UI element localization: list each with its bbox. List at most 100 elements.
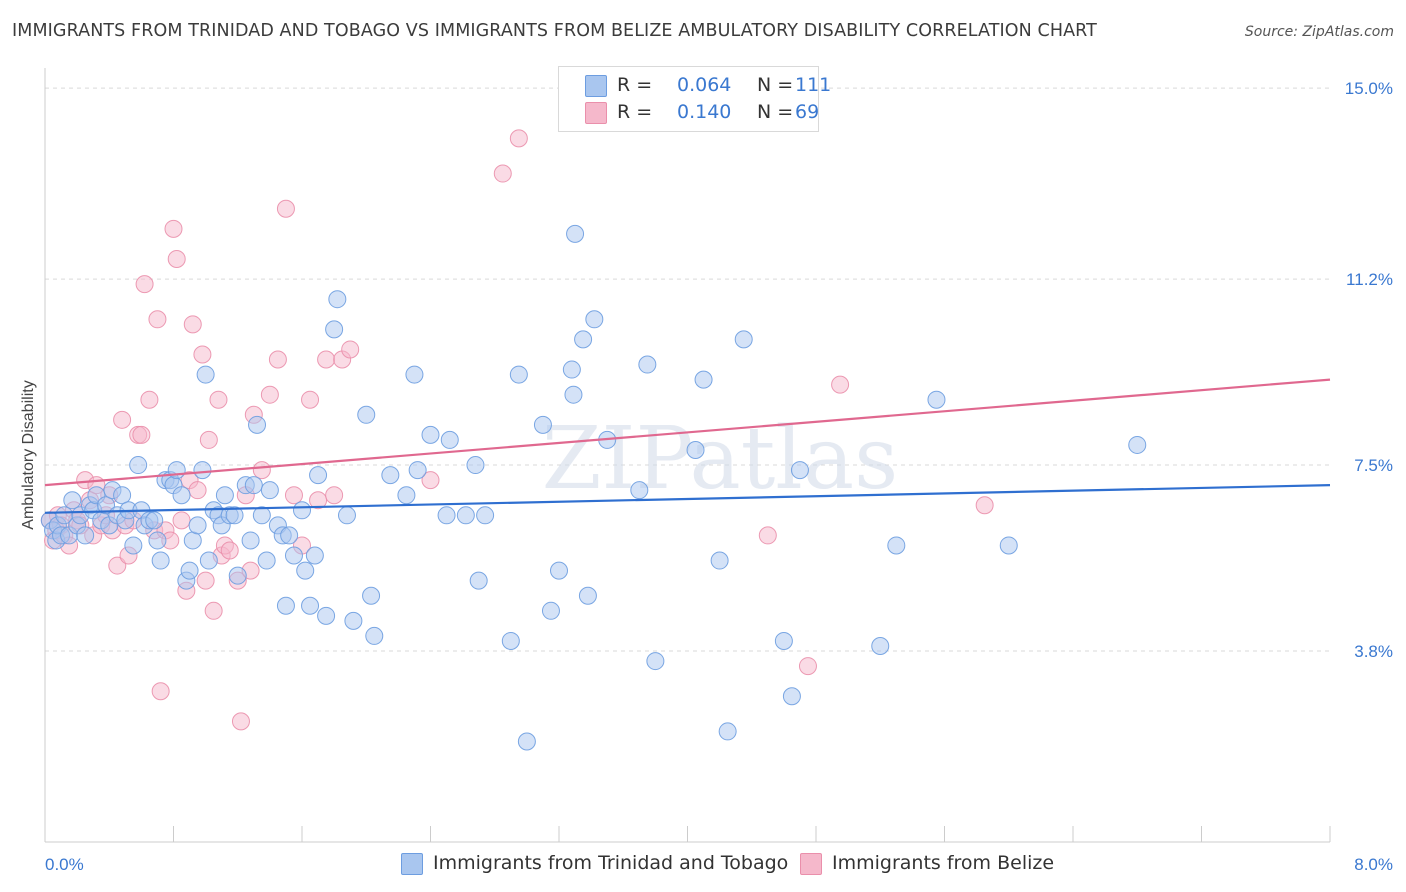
legend-r-value: 0.064 xyxy=(677,74,732,96)
point-trinidad-and-tobago xyxy=(365,626,384,645)
point-belize xyxy=(421,471,440,490)
point-belize xyxy=(220,541,239,560)
point-trinidad-and-tobago xyxy=(550,561,568,580)
point-belize xyxy=(132,425,151,444)
point-trinidad-and-tobago xyxy=(533,415,552,434)
point-trinidad-and-tobago xyxy=(124,536,143,555)
point-belize xyxy=(798,657,817,676)
point-trinidad-and-tobago xyxy=(421,425,440,444)
point-trinidad-and-tobago xyxy=(541,601,560,620)
point-belize xyxy=(268,350,287,369)
point-belize xyxy=(108,556,127,575)
point-trinidad-and-tobago xyxy=(172,486,191,505)
point-trinidad-and-tobago xyxy=(517,732,536,751)
y-tick-label: 3.8% xyxy=(1354,642,1393,661)
point-belize xyxy=(231,712,250,731)
point-trinidad-and-tobago xyxy=(167,461,186,480)
point-belize xyxy=(341,340,360,359)
point-trinidad-and-tobago xyxy=(476,506,495,525)
point-trinidad-and-tobago xyxy=(248,415,267,434)
watermark: ZIPatlas xyxy=(542,409,898,509)
point-belize xyxy=(493,164,512,183)
point-trinidad-and-tobago xyxy=(405,365,424,384)
point-trinidad-and-tobago xyxy=(145,511,164,530)
point-trinidad-and-tobago xyxy=(337,506,356,525)
bottom-legend-swatch-blue xyxy=(401,853,423,875)
trend-lines xyxy=(44,378,1331,514)
point-belize xyxy=(196,571,215,590)
legend-r-label: R = xyxy=(617,101,653,123)
point-belize xyxy=(975,496,994,515)
source-credit: Source: ZipAtlas.com xyxy=(1244,24,1394,40)
point-trinidad-and-tobago xyxy=(305,546,324,565)
x-tick-label-max: 8.0% xyxy=(1354,855,1393,874)
grid-layer xyxy=(45,87,1330,652)
point-belize xyxy=(148,310,167,329)
point-belize xyxy=(164,219,183,238)
point-trinidad-and-tobago xyxy=(199,551,218,570)
legend-swatch-blue xyxy=(585,75,607,97)
point-belize xyxy=(309,491,328,510)
point-belize xyxy=(831,375,850,394)
point-trinidad-and-tobago xyxy=(260,481,279,500)
point-trinidad-and-tobago xyxy=(694,370,713,389)
point-trinidad-and-tobago xyxy=(630,481,649,500)
legend-n-value: 111 xyxy=(795,74,832,96)
point-belize xyxy=(167,249,186,268)
legend-swatch-pink xyxy=(585,102,607,124)
y-tick-label: 7.5% xyxy=(1354,456,1393,475)
point-trinidad-and-tobago xyxy=(440,430,459,449)
point-trinidad-and-tobago xyxy=(344,611,363,630)
point-belize xyxy=(183,315,202,334)
point-trinidad-and-tobago xyxy=(566,224,585,243)
trend-line-belize xyxy=(44,378,1331,487)
point-trinidad-and-tobago xyxy=(244,476,263,495)
point-trinidad-and-tobago xyxy=(381,466,400,485)
point-trinidad-and-tobago xyxy=(456,506,475,525)
point-belize xyxy=(188,481,207,500)
point-trinidad-and-tobago xyxy=(257,551,276,570)
point-belize xyxy=(193,345,212,364)
point-belize xyxy=(113,410,132,429)
point-belize xyxy=(758,526,777,545)
point-trinidad-and-tobago xyxy=(196,365,215,384)
point-trinidad-and-tobago xyxy=(437,506,456,525)
bottom-legend-label: Immigrants from Belize xyxy=(832,852,1055,874)
point-trinidad-and-tobago xyxy=(774,631,793,650)
x-tick-label-min: 0.0% xyxy=(45,855,84,874)
stats-legend: R = 0.064 N = 111 R = 0.140 N = 69 xyxy=(558,66,831,132)
point-trinidad-and-tobago xyxy=(710,551,729,570)
point-belize xyxy=(151,682,170,701)
y-tick-label: 11.2% xyxy=(1346,270,1393,289)
axis-layer xyxy=(44,68,1331,843)
point-belize xyxy=(140,390,159,409)
legend-n-value: 69 xyxy=(795,101,820,123)
point-belize xyxy=(301,390,320,409)
tick-labels: 3.8% 7.5% 11.2% 15.0% 0.0% 8.0% xyxy=(45,79,1393,874)
series-trinidad-and-tobago xyxy=(40,224,1147,751)
point-trinidad-and-tobago xyxy=(183,531,202,550)
bottom-legend-swatch-pink xyxy=(800,853,822,875)
point-trinidad-and-tobago xyxy=(887,536,906,555)
legend-r-label: R = xyxy=(617,74,653,96)
point-trinidad-and-tobago xyxy=(215,486,234,505)
point-trinidad-and-tobago xyxy=(97,496,116,515)
point-trinidad-and-tobago xyxy=(280,526,299,545)
point-belize xyxy=(135,275,154,294)
point-trinidad-and-tobago xyxy=(362,586,381,605)
point-belize xyxy=(252,461,271,480)
point-trinidad-and-tobago xyxy=(585,310,604,329)
point-belize xyxy=(284,486,303,505)
point-trinidad-and-tobago xyxy=(927,390,946,409)
point-trinidad-and-tobago xyxy=(317,606,336,625)
point-trinidad-and-tobago xyxy=(562,360,581,379)
point-trinidad-and-tobago xyxy=(686,440,705,459)
point-trinidad-and-tobago xyxy=(228,566,247,585)
bottom-legend-label: Immigrants from Trinidad and Tobago xyxy=(433,852,789,874)
legend-n-label: N = xyxy=(757,74,794,96)
point-trinidad-and-tobago xyxy=(241,531,260,550)
y-tick-label: 15.0% xyxy=(1345,79,1393,98)
point-trinidad-and-tobago xyxy=(469,571,488,590)
point-trinidad-and-tobago xyxy=(999,536,1018,555)
